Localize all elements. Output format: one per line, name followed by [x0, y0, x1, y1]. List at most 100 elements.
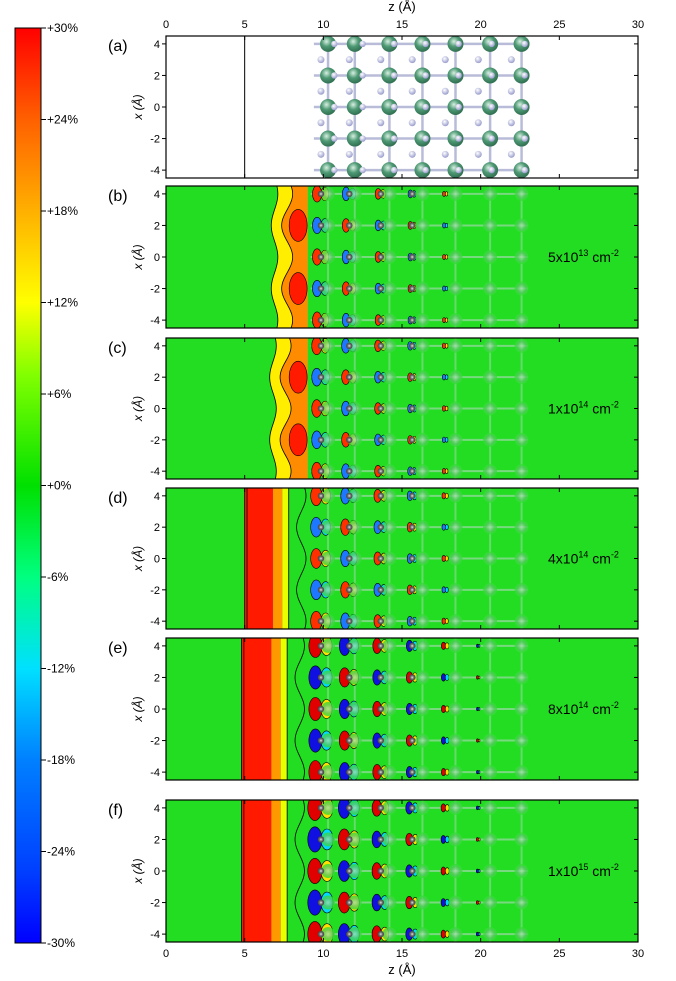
z-tick-label-bottom: 25 — [553, 948, 565, 960]
atom-core — [346, 222, 353, 229]
ghost-atom — [448, 401, 463, 416]
colorbar-tick-label: +0% — [47, 479, 72, 493]
atom-small — [441, 150, 449, 158]
atom-small — [390, 135, 398, 142]
y-axis-title: x (Å) — [130, 396, 145, 422]
ghost-atom — [448, 464, 463, 479]
z-tick-label-bottom: 30 — [632, 948, 644, 960]
charge-lobe — [441, 736, 446, 745]
y-tick-label: 4 — [154, 39, 160, 51]
atom-small — [422, 103, 429, 111]
charge-layer-edge — [282, 488, 289, 629]
ghost-atom — [321, 582, 336, 597]
ghost-atom — [483, 702, 498, 716]
charge-lobe — [478, 869, 481, 873]
y-axis-title: x (Å) — [130, 94, 145, 120]
atom-large — [320, 36, 337, 52]
atom-core — [346, 342, 353, 350]
y-tick-label: -4 — [150, 767, 160, 779]
ghost-atom — [382, 520, 397, 535]
atom-core — [409, 373, 416, 381]
ghost-atom — [415, 800, 430, 815]
atom-core — [317, 768, 325, 776]
atom-small — [390, 40, 398, 48]
ghost-atom — [483, 464, 498, 479]
y-tick-label: 4 — [154, 641, 160, 653]
charge-lobe — [440, 835, 446, 844]
atom-core — [377, 899, 384, 906]
atom-core — [409, 768, 416, 776]
atom-small — [317, 87, 325, 95]
charge-lobe — [444, 524, 449, 531]
atom-core — [409, 492, 416, 500]
ghost-atom — [483, 832, 498, 847]
ghost-atom — [448, 186, 463, 201]
y-tick-label: -2 — [150, 435, 160, 447]
density-unit-exponent: -2 — [611, 862, 619, 872]
atom-core — [377, 316, 384, 324]
ghost-atom — [483, 582, 498, 597]
density-exponent: 14 — [578, 700, 588, 710]
ghost-atom — [448, 832, 463, 847]
ghost-atom — [382, 638, 397, 653]
ghost-atom — [347, 186, 362, 201]
ghost-atom — [382, 464, 397, 479]
charge-lobe — [444, 317, 449, 323]
ghost-atom — [514, 733, 529, 748]
ghost-atom — [415, 281, 430, 296]
atom-large — [346, 99, 363, 115]
ghost-atom — [347, 281, 362, 296]
atom-core — [409, 705, 416, 713]
ghost-atom — [514, 281, 529, 296]
charge-layer-edge — [280, 800, 288, 942]
y-tick-label: -4 — [150, 315, 160, 327]
ghost-atom — [382, 765, 397, 780]
z-tick-label-top: 30 — [632, 19, 644, 31]
ghost-atom — [347, 488, 362, 503]
ghost-atom — [514, 370, 529, 385]
charge-lobe — [444, 222, 449, 228]
ghost-atom — [483, 218, 498, 233]
charge-lobe — [444, 642, 450, 650]
z-tick-label-bottom: 20 — [475, 948, 487, 960]
y-tick-label: 0 — [154, 252, 160, 264]
atom-small — [521, 166, 528, 174]
ghost-atom — [448, 864, 463, 878]
atom-core — [317, 467, 325, 475]
charge-lobe — [478, 900, 481, 905]
atom-small — [345, 56, 353, 64]
ghost-atom — [483, 895, 498, 910]
ghost-atom — [483, 670, 498, 685]
atom-small — [507, 87, 515, 95]
y-tick-label: -2 — [150, 898, 160, 910]
ghost-atom — [483, 520, 498, 535]
atom-large — [320, 99, 337, 115]
ghost-atom — [514, 432, 529, 447]
atom-core — [409, 436, 416, 444]
atom-core — [346, 523, 353, 531]
ghost-atom — [347, 614, 362, 629]
panel-letter: (d) — [108, 490, 128, 507]
atom-small — [507, 150, 515, 158]
atom-small — [408, 119, 416, 127]
atom-core — [317, 285, 325, 292]
ghost-atom — [415, 670, 430, 685]
charge-lobe — [288, 423, 308, 457]
atom-core — [317, 523, 325, 531]
atom-core — [377, 523, 384, 531]
panel-letter: (b) — [108, 188, 128, 205]
charge-lobe — [441, 641, 446, 650]
charge-layer-edge — [271, 800, 281, 942]
panel-f: 420-2-4x (Å)(f)1x1015 cm-2 — [108, 799, 639, 943]
atom-large — [346, 67, 363, 84]
y-axis-title: x (Å) — [130, 546, 145, 572]
ghost-atom — [448, 614, 463, 629]
density-mantissa: 1x10 — [548, 863, 579, 879]
ghost-atom — [483, 551, 498, 566]
atom-small — [441, 119, 449, 127]
ghost-atom — [321, 218, 336, 233]
atom-core — [409, 467, 416, 475]
colorbar-tick-label: +24% — [47, 113, 78, 127]
ghost-atom — [448, 432, 463, 447]
ghost-atom — [321, 338, 336, 353]
